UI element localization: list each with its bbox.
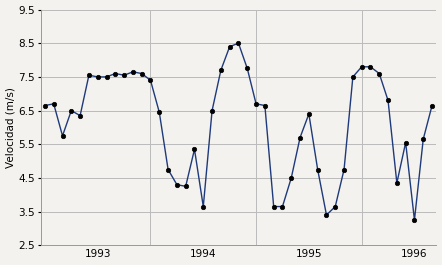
Y-axis label: Velocidad (m/s): Velocidad (m/s) [6,87,15,168]
